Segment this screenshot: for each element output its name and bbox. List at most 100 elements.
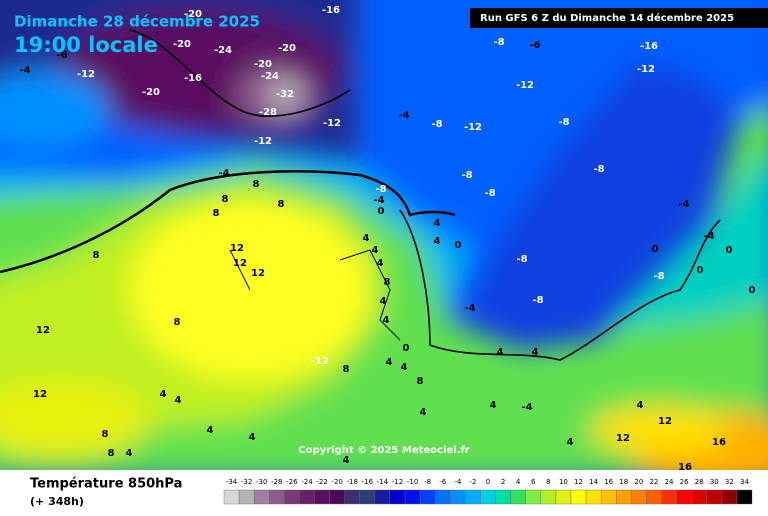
contour-label: -8 <box>461 170 472 181</box>
contour-label: 8 <box>384 277 391 288</box>
scale-cell <box>223 489 240 505</box>
contour-label: 8 <box>213 208 220 219</box>
scale-cell <box>419 489 436 505</box>
copyright: Copyright © 2025 Meteociel.fr <box>298 445 469 456</box>
scale-label: -2 <box>469 478 476 486</box>
contour-label: 12 <box>658 416 672 427</box>
contour-label: 0 <box>749 285 756 296</box>
contour-label: 12 <box>616 433 630 444</box>
contour-label: 12 <box>233 258 247 269</box>
scale-label: -32 <box>241 478 252 486</box>
scale-label: -26 <box>286 478 298 486</box>
scale-cell <box>600 489 617 505</box>
scale-label: -12 <box>392 478 403 486</box>
scale-cell <box>736 489 753 505</box>
contour-label: 12 <box>33 389 47 400</box>
contour-label: 8 <box>417 376 424 387</box>
scale-cell <box>389 489 406 505</box>
scale-label: -18 <box>347 478 358 486</box>
scale-cell <box>706 489 723 505</box>
scale-label: -34 <box>226 478 238 486</box>
scale-label: -22 <box>316 478 327 486</box>
contour-label: 4 <box>434 218 441 229</box>
contour-label: -12 <box>77 69 95 80</box>
scale-label: 30 <box>710 478 719 486</box>
scale-label: 22 <box>649 478 658 486</box>
contour-label: 8 <box>174 317 181 328</box>
scale-cell <box>570 489 587 505</box>
scale-cell <box>450 489 466 505</box>
scale-label: 34 <box>740 478 749 486</box>
contour-label: -12 <box>637 64 655 75</box>
contour-label: 0 <box>403 343 410 354</box>
contour-label: -8 <box>653 271 664 282</box>
contour-label: 4 <box>249 432 256 443</box>
scale-label: 28 <box>695 478 704 486</box>
contour-label: 16 <box>712 437 726 448</box>
contour-label: 4 <box>497 347 504 358</box>
scale-label: -24 <box>301 478 313 486</box>
scale-cell <box>359 489 376 505</box>
scale-cell <box>269 489 285 505</box>
contour-label: -8 <box>532 295 543 306</box>
scale-cell <box>344 489 360 505</box>
contour-label: -24 <box>261 71 279 82</box>
contour-label: -4 <box>398 110 409 121</box>
scale-label: 14 <box>589 478 598 486</box>
scale-cell <box>480 489 496 505</box>
contour-label: 8 <box>93 250 100 261</box>
scale-cell <box>555 489 572 505</box>
contour-label: 4 <box>567 437 574 448</box>
scale-cell <box>435 489 451 505</box>
contour-label: -12 <box>311 356 329 367</box>
scale-cell <box>525 489 542 505</box>
contour-label: 4 <box>377 258 384 269</box>
scale-cell <box>585 489 602 505</box>
scale-cell <box>329 489 345 505</box>
scale-cell <box>721 489 738 505</box>
contour-label: -20 <box>184 9 202 20</box>
scale-label: 26 <box>680 478 689 486</box>
scale-cell <box>374 489 391 505</box>
scale-label: 18 <box>619 478 628 486</box>
contour-label: -20 <box>142 87 160 98</box>
contour-label: -6 <box>529 40 540 51</box>
scale-label: 24 <box>665 478 674 486</box>
contour-label: -8 <box>593 164 604 175</box>
contour-label: -12 <box>464 122 482 133</box>
contour-label: 8 <box>108 448 115 459</box>
scale-label: 12 <box>574 478 583 486</box>
map: -20 -16-6-4 -12-20-24 -20-16-20-20-24-32-28… <box>0 0 768 470</box>
contour-label: 4 <box>372 245 379 256</box>
contour-label: -32 <box>276 89 294 100</box>
scale-cell <box>299 489 315 505</box>
contour-label: -6 <box>56 50 67 61</box>
contour-label: -4 <box>678 199 689 210</box>
contour-label: -12 <box>323 118 341 129</box>
contour-label: 4 <box>380 296 387 307</box>
contour-label: 0 <box>652 244 659 255</box>
scale-label: -4 <box>454 478 462 486</box>
contour-label: 12 <box>251 268 265 279</box>
contour-label: 4 <box>401 362 408 373</box>
scale-label: 32 <box>725 478 734 486</box>
scale-label: 2 <box>501 478 505 486</box>
contour-label: -16 <box>322 5 340 16</box>
scale-cell <box>238 489 255 505</box>
contour-label: 4 <box>343 455 350 466</box>
contour-label: 8 <box>343 364 350 375</box>
contour-label: -12 <box>254 136 272 147</box>
contour-label: -4 <box>373 195 384 206</box>
scale-label: 16 <box>604 478 613 486</box>
scale-cell <box>495 489 511 505</box>
contour-label: -8 <box>493 37 504 48</box>
contour-label: 8 <box>102 429 109 440</box>
contour-label: 8 <box>278 199 285 210</box>
contour-label: -20 <box>173 39 191 50</box>
scale-label: -6 <box>439 478 447 486</box>
contour-label: 0 <box>455 240 462 251</box>
lead-time: (+ 348h) <box>30 495 84 508</box>
scale-cell <box>404 489 421 505</box>
scale-cell <box>253 489 270 505</box>
